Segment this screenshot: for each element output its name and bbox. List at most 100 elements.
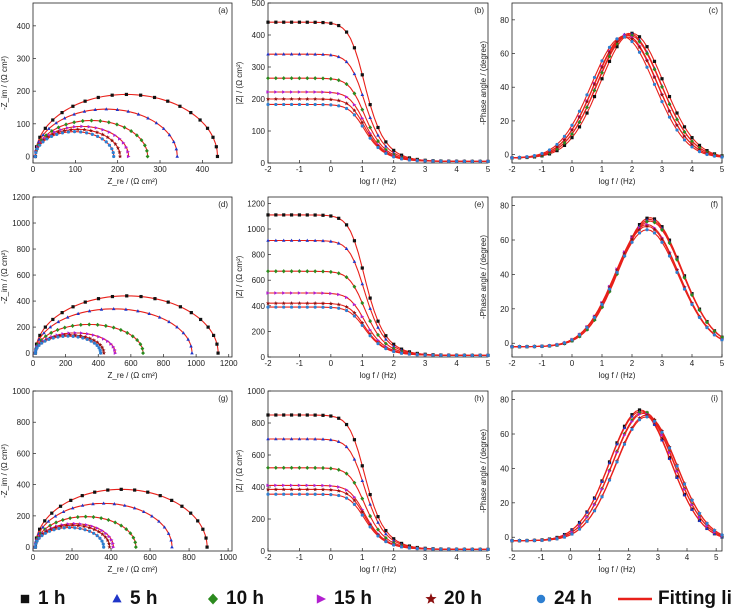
data-point-10h	[660, 84, 664, 90]
data-point-15h	[344, 95, 349, 99]
data-point-5h	[344, 59, 349, 64]
data-point-1h	[201, 527, 205, 531]
data-point-1h	[110, 294, 115, 299]
data-point-24h	[392, 349, 396, 354]
data-point-1h	[60, 311, 64, 315]
data-point-24h	[667, 115, 672, 119]
data-point-24h	[637, 418, 642, 422]
data-point-10h	[266, 465, 270, 470]
data-point-24h	[675, 464, 679, 468]
data-point-1h	[360, 266, 364, 270]
data-point-5h	[281, 52, 286, 56]
data-point-24h	[352, 314, 357, 318]
data-point-1h	[125, 294, 129, 298]
data-point-15h	[297, 483, 302, 488]
data-point-20h	[81, 524, 87, 529]
data-point-10h	[129, 128, 134, 134]
data-point-24h	[470, 547, 474, 551]
data-point-15h	[118, 137, 122, 141]
data-point-10h	[140, 346, 145, 351]
data-point-10h	[281, 269, 286, 274]
data-point-20h	[336, 302, 341, 307]
data-point-24h	[376, 534, 380, 538]
data-point-10h	[645, 219, 649, 224]
data-point-24h	[415, 353, 419, 357]
data-point-20h	[265, 96, 271, 101]
data-point-10h	[305, 269, 310, 274]
x-tick-label: 2	[391, 165, 396, 174]
data-point-10h	[72, 120, 77, 125]
data-point-5h	[46, 519, 51, 523]
data-point-20h	[305, 96, 310, 101]
data-point-24h	[622, 35, 627, 39]
data-point-5h	[150, 514, 154, 518]
data-point-10h	[273, 465, 278, 470]
data-point-5h	[652, 422, 657, 427]
data-point-20h	[336, 488, 341, 493]
y-tick-label: 800	[17, 245, 31, 254]
data-point-5h	[99, 307, 104, 311]
data-point-10h	[297, 269, 302, 274]
x-tick-label: 200	[65, 553, 79, 562]
data-point-15h	[352, 102, 357, 107]
x-tick-label: 1	[360, 165, 365, 174]
data-point-20h	[352, 498, 357, 503]
data-point-20h	[273, 96, 278, 101]
data-point-10h	[344, 82, 349, 87]
panel-g: 0 200 400 600 800 1000 0 200 400 600 800 1000 Z_re /…	[0, 387, 238, 574]
data-point-24h	[577, 527, 582, 531]
data-point-1h	[189, 110, 193, 115]
data-point-20h	[273, 301, 278, 306]
data-point-1h	[376, 319, 380, 323]
data-point-24h	[56, 335, 60, 339]
data-point-10h	[55, 327, 60, 333]
data-point-24h	[517, 155, 522, 159]
data-point-24h	[470, 159, 474, 163]
x-tick-label: 4	[454, 165, 459, 174]
data-point-24h	[705, 521, 709, 526]
data-point-5h	[336, 54, 341, 59]
data-point-20h	[67, 332, 72, 337]
data-point-20h	[100, 132, 105, 137]
data-point-1h	[274, 213, 278, 217]
data-point-10h	[289, 269, 294, 274]
x-tick-label: -1	[538, 359, 546, 368]
data-point-20h	[101, 350, 107, 355]
data-point-24h	[399, 351, 404, 355]
y-tick-label: 0	[26, 349, 31, 358]
data-point-15h	[329, 291, 333, 296]
data-point-24h	[110, 147, 114, 151]
data-point-5h	[274, 52, 278, 56]
fit-line-5h	[512, 218, 723, 348]
legend-marker-icon	[207, 593, 219, 605]
data-point-24h	[462, 547, 467, 551]
data-point-24h	[329, 493, 333, 497]
x-tick-label: 4	[454, 359, 459, 368]
data-point-1h	[352, 239, 357, 243]
data-point-10h	[75, 514, 80, 520]
data-point-24h	[33, 154, 37, 159]
data-point-5h	[607, 461, 612, 465]
data-point-1h	[71, 104, 75, 108]
data-point-24h	[305, 492, 309, 496]
data-point-15h	[266, 291, 270, 295]
data-point-15h	[289, 90, 294, 94]
data-point-5h	[297, 52, 302, 56]
x-tick-label: -2	[264, 359, 272, 368]
y-tick-label: 60	[500, 430, 509, 439]
data-point-5h	[391, 150, 396, 155]
data-point-15h	[102, 337, 106, 341]
data-point-20h	[697, 147, 702, 152]
data-point-15h	[266, 483, 270, 488]
plot-frame	[511, 2, 723, 164]
panel-f: -2 -1 0 1 2 3 4 5 0 20 40 60 80 log f / (Hz) -Phase an…	[479, 196, 725, 380]
data-point-24h	[66, 130, 71, 134]
data-point-20h	[352, 310, 357, 315]
x-tick-label: 400	[92, 359, 106, 368]
y-tick-label: 1000	[247, 225, 265, 234]
data-point-24h	[547, 148, 552, 152]
data-point-24h	[622, 254, 627, 258]
data-point-15h	[289, 291, 294, 295]
data-point-24h	[61, 334, 65, 338]
data-point-5h	[344, 246, 349, 250]
